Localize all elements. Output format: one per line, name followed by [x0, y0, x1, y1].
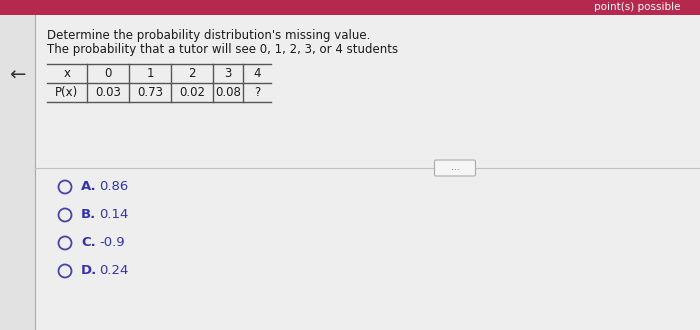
Text: 0.86: 0.86 [99, 181, 128, 193]
Text: x: x [64, 67, 71, 80]
Text: D.: D. [81, 265, 97, 278]
Text: B.: B. [81, 209, 97, 221]
Text: 0: 0 [104, 67, 112, 80]
Text: 4: 4 [253, 67, 260, 80]
FancyBboxPatch shape [435, 160, 475, 176]
Text: ←: ← [9, 65, 26, 84]
Text: 3: 3 [224, 67, 232, 80]
Text: The probability that a tutor will see 0, 1, 2, 3, or 4 students: The probability that a tutor will see 0,… [47, 43, 398, 55]
Bar [0, 0, 700, 15]
Text: 0.02: 0.02 [179, 86, 205, 99]
Text: 1: 1 [146, 67, 154, 80]
Text: -0.9: -0.9 [99, 237, 125, 249]
Text: 0.24: 0.24 [99, 265, 128, 278]
Text: ...: ... [451, 163, 459, 173]
Text: 0.03: 0.03 [95, 86, 121, 99]
Text: P(x): P(x) [55, 86, 78, 99]
Text: A.: A. [81, 181, 97, 193]
Text: 0.08: 0.08 [215, 86, 241, 99]
Bar [0, 15, 35, 330]
Text: point(s) possible: point(s) possible [594, 3, 680, 13]
Text: 0.14: 0.14 [99, 209, 128, 221]
Text: 0.73: 0.73 [137, 86, 163, 99]
Text: Determine the probability distribution's missing value.: Determine the probability distribution's… [47, 28, 370, 42]
Text: 2: 2 [188, 67, 196, 80]
Text: ?: ? [254, 86, 260, 99]
Text: C.: C. [81, 237, 96, 249]
